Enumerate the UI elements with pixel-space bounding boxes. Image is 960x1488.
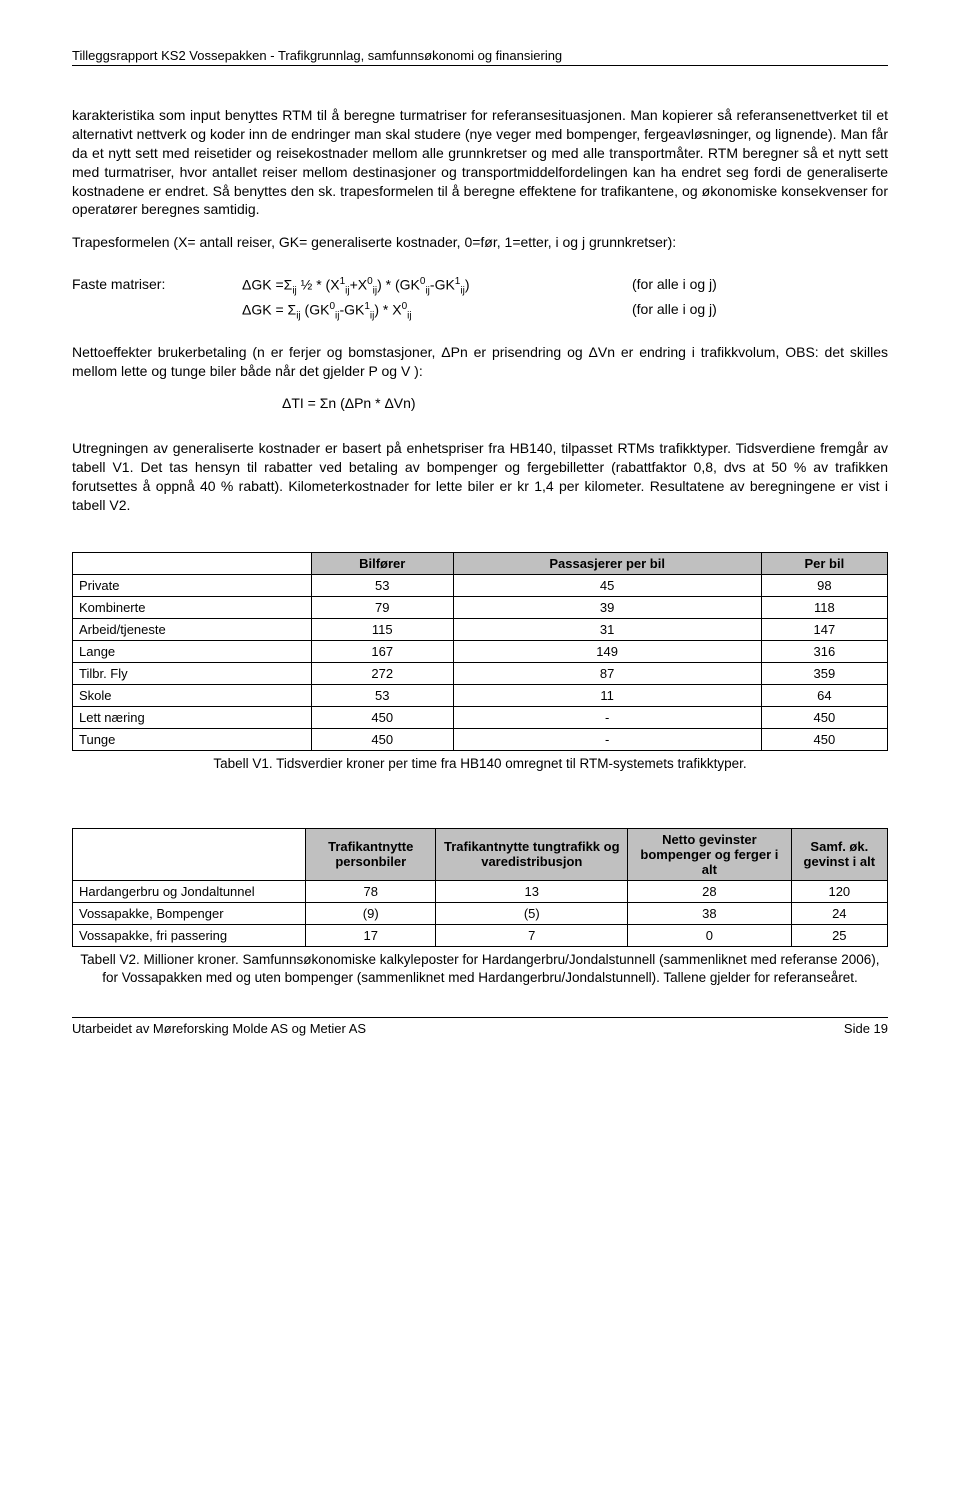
table-cell: 98 bbox=[761, 575, 887, 597]
table-cell: 272 bbox=[311, 663, 453, 685]
formula-label-1: Faste matriser: bbox=[72, 276, 242, 296]
table-cell: 39 bbox=[453, 597, 761, 619]
table-cell: Hardangerbru og Jondaltunnel bbox=[73, 880, 306, 902]
table-row: Lange167149316 bbox=[73, 641, 888, 663]
table-header-cell bbox=[73, 553, 312, 575]
table-cell: Kombinerte bbox=[73, 597, 312, 619]
table-row: Tunge450-450 bbox=[73, 729, 888, 751]
formula-part: ) bbox=[465, 277, 470, 293]
formula-part: ) * (GK bbox=[377, 277, 420, 293]
formula-part: -GK bbox=[339, 301, 364, 317]
table-cell: 7 bbox=[436, 924, 628, 946]
table-v2: Trafikantnytte personbilerTrafikantnytte… bbox=[72, 828, 888, 947]
table-header-cell: Netto gevinster bompenger og ferger i al… bbox=[628, 828, 792, 880]
formula-part: ½ * (X bbox=[297, 277, 340, 293]
table-cell: 25 bbox=[791, 924, 887, 946]
paragraph-3: Nettoeffekter brukerbetaling (n er ferje… bbox=[72, 343, 888, 381]
formula-part: ΔGK =Σ bbox=[242, 277, 292, 293]
table-cell: 149 bbox=[453, 641, 761, 663]
formula-row-1: Faste matriser: ΔGK =Σij ½ * (X1ij+X0ij)… bbox=[72, 276, 888, 296]
table-cell: Private bbox=[73, 575, 312, 597]
table-cell: 87 bbox=[453, 663, 761, 685]
table-cell: 31 bbox=[453, 619, 761, 641]
table-cell: Tilbr. Fly bbox=[73, 663, 312, 685]
table-cell: 28 bbox=[628, 880, 792, 902]
table-cell: 79 bbox=[311, 597, 453, 619]
table-header-cell: Passasjerer per bil bbox=[453, 553, 761, 575]
table-cell: 450 bbox=[761, 707, 887, 729]
table-row: Arbeid/tjeneste11531147 bbox=[73, 619, 888, 641]
formula-note-1: (for alle i og j) bbox=[632, 276, 888, 296]
table-header-cell bbox=[73, 828, 306, 880]
page-footer: Utarbeidet av Møreforsking Molde AS og M… bbox=[72, 1017, 888, 1036]
paragraph-2: Trapesformelen (X= antall reiser, GK= ge… bbox=[72, 233, 888, 252]
table-cell: 450 bbox=[761, 729, 887, 751]
table-cell: 11 bbox=[453, 685, 761, 707]
formula-3: ΔTI = Σn (ΔPn * ΔVn) bbox=[282, 395, 888, 411]
table-row: Tilbr. Fly27287359 bbox=[73, 663, 888, 685]
table-cell: 450 bbox=[311, 729, 453, 751]
table-row: Kombinerte7939118 bbox=[73, 597, 888, 619]
formula-part: +X bbox=[350, 277, 368, 293]
table-cell: 120 bbox=[791, 880, 887, 902]
table-cell: 316 bbox=[761, 641, 887, 663]
table-cell: Lett næring bbox=[73, 707, 312, 729]
paragraph-1: karakteristika som input benyttes RTM ti… bbox=[72, 106, 888, 219]
table-row: Hardangerbru og Jondaltunnel781328120 bbox=[73, 880, 888, 902]
formula-label-2 bbox=[72, 301, 242, 321]
table-row: Skole531164 bbox=[73, 685, 888, 707]
table-cell: 359 bbox=[761, 663, 887, 685]
table-cell: (9) bbox=[306, 902, 436, 924]
formula-row-2: ΔGK = Σij (GK0ij-GK1ij) * X0ij (for alle… bbox=[72, 301, 888, 321]
table-header-cell: Trafikantnytte personbiler bbox=[306, 828, 436, 880]
table-cell: 118 bbox=[761, 597, 887, 619]
table-row: Private534598 bbox=[73, 575, 888, 597]
page-header: Tilleggsrapport KS2 Vossepakken - Trafik… bbox=[72, 48, 888, 66]
table-v1: BilførerPassasjerer per bilPer bil Priva… bbox=[72, 552, 888, 751]
table-cell: (5) bbox=[436, 902, 628, 924]
table-cell: Skole bbox=[73, 685, 312, 707]
footer-right: Side 19 bbox=[844, 1021, 888, 1036]
table-cell: Vossapakke, fri passering bbox=[73, 924, 306, 946]
footer-left: Utarbeidet av Møreforsking Molde AS og M… bbox=[72, 1021, 366, 1036]
formula-expr-1: ΔGK =Σij ½ * (X1ij+X0ij) * (GK0ij-GK1ij) bbox=[242, 276, 632, 296]
table-cell: 24 bbox=[791, 902, 887, 924]
table-header-cell: Per bil bbox=[761, 553, 887, 575]
table-cell: 115 bbox=[311, 619, 453, 641]
formula-note-2: (for alle i og j) bbox=[632, 301, 888, 321]
table-cell: 13 bbox=[436, 880, 628, 902]
formula-expr-2: ΔGK = Σij (GK0ij-GK1ij) * X0ij bbox=[242, 301, 632, 321]
table-v1-caption: Tabell V1. Tidsverdier kroner per time f… bbox=[72, 755, 888, 773]
paragraph-4: Utregningen av generaliserte kostnader e… bbox=[72, 439, 888, 515]
table-cell: 53 bbox=[311, 685, 453, 707]
table-cell: Vossapakke, Bompenger bbox=[73, 902, 306, 924]
table-cell: 17 bbox=[306, 924, 436, 946]
table-cell: 147 bbox=[761, 619, 887, 641]
formula-part: ΔGK = Σ bbox=[242, 301, 296, 317]
table-row: Vossapakke, fri passering177025 bbox=[73, 924, 888, 946]
table-cell: 64 bbox=[761, 685, 887, 707]
table-header-cell: Trafikantnytte tungtrafikk og varedistri… bbox=[436, 828, 628, 880]
table-row: Vossapakke, Bompenger(9)(5)3824 bbox=[73, 902, 888, 924]
table-v2-caption: Tabell V2. Millioner kroner. Samfunnsøko… bbox=[72, 951, 888, 987]
table-cell: Arbeid/tjeneste bbox=[73, 619, 312, 641]
table-cell: 450 bbox=[311, 707, 453, 729]
table-cell: 78 bbox=[306, 880, 436, 902]
table-cell: Tunge bbox=[73, 729, 312, 751]
table-row: Lett næring450-450 bbox=[73, 707, 888, 729]
table-cell: 38 bbox=[628, 902, 792, 924]
table-cell: 53 bbox=[311, 575, 453, 597]
table-header-cell: Samf. øk. gevinst i alt bbox=[791, 828, 887, 880]
table-cell: 167 bbox=[311, 641, 453, 663]
table-cell: - bbox=[453, 707, 761, 729]
table-cell: 45 bbox=[453, 575, 761, 597]
formula-part: ) * X bbox=[374, 301, 401, 317]
formula-part: -GK bbox=[430, 277, 455, 293]
table-header-cell: Bilfører bbox=[311, 553, 453, 575]
formula-part: (GK bbox=[301, 301, 330, 317]
table-cell: Lange bbox=[73, 641, 312, 663]
table-cell: 0 bbox=[628, 924, 792, 946]
table-cell: - bbox=[453, 729, 761, 751]
